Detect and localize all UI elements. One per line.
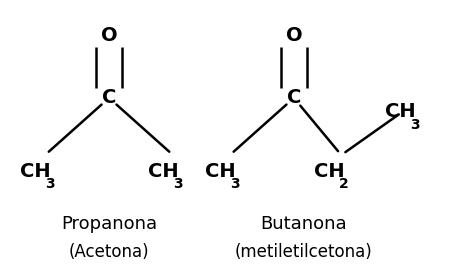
Text: CH: CH [205,162,236,181]
Text: 3: 3 [173,177,182,191]
Text: 3: 3 [45,177,55,191]
Text: (metiletilcetona): (metiletilcetona) [235,243,372,261]
Text: Propanona: Propanona [61,215,157,233]
Text: (Acetona): (Acetona) [69,243,149,261]
Text: 3: 3 [410,118,419,132]
Text: C: C [287,88,301,107]
Text: Butanona: Butanona [260,215,346,233]
Text: CH: CH [148,162,179,181]
Text: O: O [285,26,302,45]
Text: O: O [100,26,118,45]
Text: 3: 3 [230,177,239,191]
Text: CH: CH [314,162,345,181]
Text: CH: CH [385,102,416,121]
Text: 2: 2 [339,177,348,191]
Text: C: C [102,88,116,107]
Text: CH: CH [20,162,51,181]
